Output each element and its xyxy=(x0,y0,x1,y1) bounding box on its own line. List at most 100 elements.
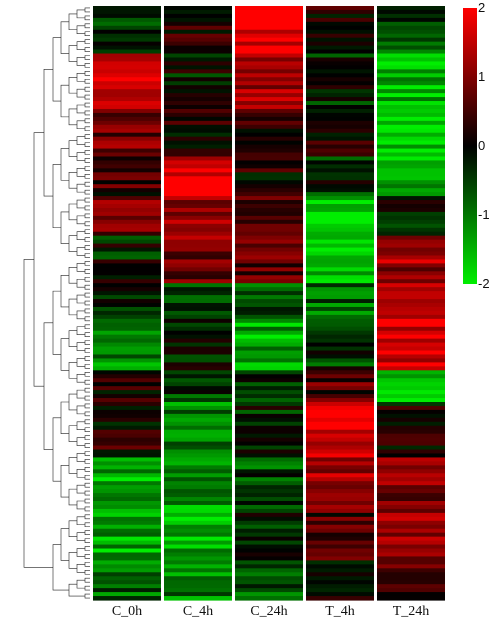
heatmap-cell xyxy=(164,176,232,181)
dendrogram-branch xyxy=(84,340,90,345)
heatmap-cell xyxy=(306,73,374,78)
heatmap-cell xyxy=(377,299,445,304)
heatmap-cell xyxy=(306,89,374,94)
heatmap-cell xyxy=(235,342,303,348)
heatmap-cell xyxy=(377,370,445,375)
heatmap-cell xyxy=(164,532,232,538)
heatmap-cell xyxy=(164,310,232,316)
heatmap-cell xyxy=(164,548,232,554)
heatmap-cell xyxy=(235,548,303,554)
heatmap-cell xyxy=(306,81,374,86)
heatmap-cell xyxy=(306,536,374,542)
heatmap-cell xyxy=(93,425,161,431)
heatmap-cell xyxy=(306,429,374,435)
dendrogram-branch xyxy=(84,276,90,282)
heatmap-cell xyxy=(306,568,374,573)
heatmap-cell xyxy=(164,405,232,411)
dendrogram-branch xyxy=(84,593,90,599)
heatmap-cell xyxy=(306,374,374,379)
heatmap-cell xyxy=(164,184,232,189)
heatmap-cell xyxy=(377,516,445,522)
heatmap-cell xyxy=(93,271,161,276)
heatmap-cell xyxy=(235,196,303,201)
heatmap-cell xyxy=(377,231,445,237)
heatmap-cell xyxy=(164,243,232,249)
heatmap-cell xyxy=(235,255,303,261)
heatmap-cell xyxy=(306,532,374,538)
heatmap-cell xyxy=(235,326,303,332)
heatmap-cell xyxy=(306,184,374,189)
heatmap-cell xyxy=(235,176,303,181)
heatmap-cell xyxy=(377,596,445,601)
heatmap-cell xyxy=(164,580,232,585)
dendrogram-branch xyxy=(68,457,77,474)
heatmap-cell xyxy=(164,493,232,498)
dendrogram-branch xyxy=(84,403,90,409)
dendrogram-branch xyxy=(84,197,90,203)
heatmap-cell xyxy=(377,49,445,55)
heatmap-cell xyxy=(235,552,303,558)
dendrogram-branch xyxy=(68,203,77,221)
heatmap-cell xyxy=(306,17,374,23)
heatmap-cell xyxy=(93,25,161,31)
heatmap-cell xyxy=(164,132,232,138)
heatmap-cell xyxy=(235,53,303,59)
heatmap-cell xyxy=(164,469,232,474)
heatmap-cell xyxy=(377,89,445,94)
heatmap-cell xyxy=(377,9,445,15)
dendrogram-branch xyxy=(68,552,77,569)
heatmap-cell xyxy=(93,49,161,55)
heatmap-cell xyxy=(164,441,232,447)
heatmap-cell xyxy=(164,568,232,573)
heatmap-cell xyxy=(306,417,374,423)
heatmap-cell xyxy=(164,152,232,158)
heatmap-cell xyxy=(93,180,161,185)
heatmap-cell xyxy=(235,481,303,486)
heatmap-cell xyxy=(306,207,374,213)
heatmap-cell xyxy=(164,227,232,233)
heatmap-cell xyxy=(164,421,232,427)
heatmap-cell xyxy=(235,172,303,177)
heatmap-cell xyxy=(164,21,232,27)
heatmap-cell xyxy=(235,239,303,245)
heatmap-cell xyxy=(377,184,445,189)
dendrogram-branch xyxy=(76,183,85,193)
heatmap-cell xyxy=(377,148,445,154)
heatmap-cell xyxy=(93,81,161,86)
heatmap-cell xyxy=(306,156,374,162)
heatmap-cell xyxy=(164,378,232,383)
dendrogram-branch xyxy=(84,419,90,425)
heatmap-cell xyxy=(377,552,445,558)
heatmap-cell xyxy=(377,180,445,185)
heatmap-cell xyxy=(377,374,445,379)
heatmap-cell xyxy=(93,398,161,403)
heatmap-cell xyxy=(235,140,303,146)
heatmap-cell xyxy=(377,21,445,27)
heatmap-cell xyxy=(93,89,161,94)
heatmap-cell xyxy=(93,386,161,391)
heatmap-cell xyxy=(306,283,374,288)
heatmap-cell xyxy=(93,306,161,312)
dendrogram-branch xyxy=(68,235,77,252)
heatmap-cell xyxy=(164,457,232,462)
heatmap-cell xyxy=(164,540,232,546)
heatmap-cell xyxy=(93,366,161,371)
heatmap-cell xyxy=(93,69,161,74)
dendrogram-branch xyxy=(84,284,90,290)
heatmap-cell xyxy=(164,33,232,39)
heatmap-cell xyxy=(235,318,303,324)
heatmap-cell xyxy=(377,271,445,276)
heatmap-cell xyxy=(164,105,232,110)
heatmap-cell xyxy=(93,13,161,19)
heatmap-cell xyxy=(235,528,303,534)
heatmap-cell xyxy=(306,477,374,482)
heatmap-cell xyxy=(93,85,161,90)
heatmap-cell xyxy=(93,310,161,316)
heatmap-cell xyxy=(377,69,445,74)
heatmap-cell xyxy=(377,382,445,387)
dendrogram-branch xyxy=(84,110,90,116)
heatmap-cell xyxy=(93,184,161,189)
heatmap-cell xyxy=(306,13,374,19)
heatmap-cell xyxy=(93,445,161,451)
dendrogram-branch xyxy=(84,292,90,298)
